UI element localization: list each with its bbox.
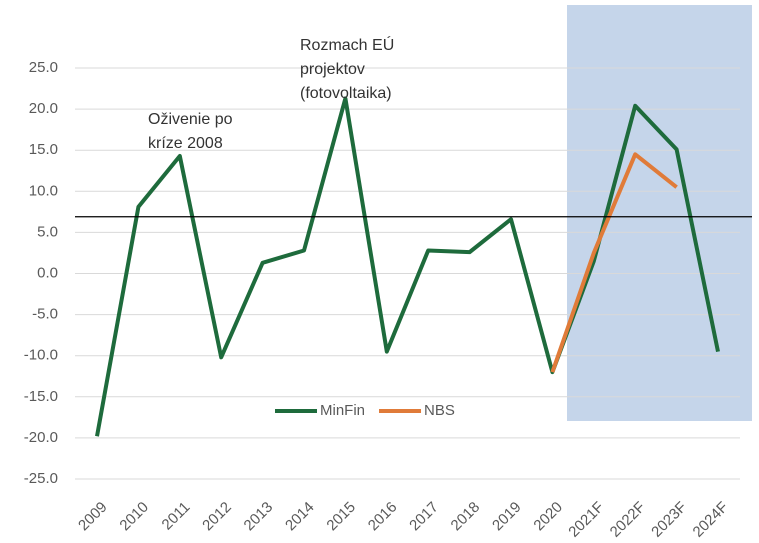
x-tick-label: 2009 [75, 499, 111, 535]
x-tick-label: 2014 [282, 499, 318, 535]
x-tick-label: 2021F [565, 499, 607, 541]
annotation: kríze 2008 [148, 135, 223, 152]
x-tick-label: 2019 [489, 499, 525, 535]
y-tick-label: 15.0 [29, 141, 58, 158]
y-tick-label: -20.0 [24, 429, 58, 446]
x-tick-label: 2013 [241, 499, 277, 535]
x-tick-label: 2015 [323, 499, 359, 535]
x-tick-label: 2018 [448, 499, 484, 535]
y-tick-label: -10.0 [24, 347, 58, 364]
y-tick-label: -5.0 [32, 306, 58, 323]
y-tick-label: 25.0 [29, 59, 58, 76]
x-tick-label: 2023F [648, 499, 690, 541]
y-tick-label: -25.0 [24, 470, 58, 487]
x-tick-label: 2011 [159, 499, 194, 534]
y-tick-label: 10.0 [29, 182, 58, 199]
x-tick-label: 2010 [116, 499, 152, 535]
y-tick-label: 20.0 [29, 100, 58, 117]
annotation: (fotovoltaika) [300, 85, 392, 102]
y-tick-label: 0.0 [37, 264, 58, 281]
x-tick-label: 2024F [690, 499, 732, 541]
legend-label: MinFin [320, 402, 365, 419]
legend-label: NBS [424, 402, 455, 419]
forecast-shade [567, 5, 752, 421]
x-tick-label: 2012 [199, 499, 235, 535]
annotation: Oživenie po [148, 111, 233, 128]
y-tick-label: 5.0 [37, 223, 58, 240]
x-tick-label: 2020 [530, 499, 566, 535]
annotation: Rozmach EÚ [300, 35, 394, 54]
series-line [95, 96, 720, 437]
x-tick-label: 2016 [365, 499, 401, 535]
x-tick-label: 2022F [607, 499, 649, 541]
y-tick-label: -15.0 [24, 388, 58, 405]
x-tick-label: 2017 [406, 499, 442, 535]
series-line [550, 152, 678, 373]
annotation: projektov [300, 61, 365, 78]
